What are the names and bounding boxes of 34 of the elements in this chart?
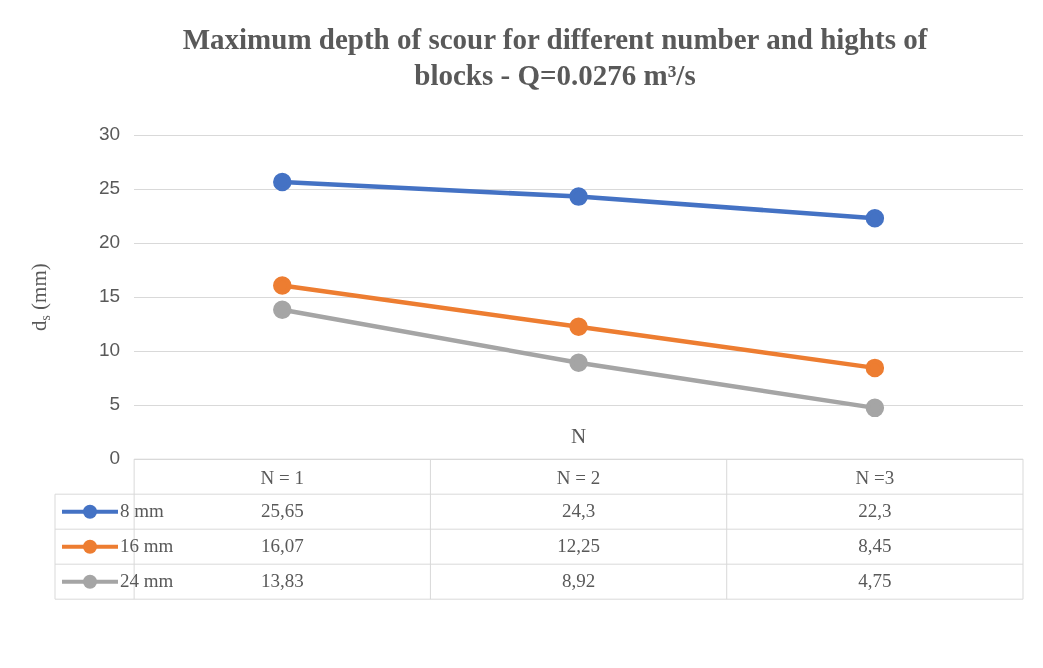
data-label: 8,92: [561, 569, 596, 591]
point: [569, 353, 588, 373]
data-label: 22,3: [858, 499, 892, 521]
legend-label: 8 mm: [120, 499, 165, 521]
y-tick-label: 5: [109, 393, 121, 415]
point: [569, 317, 588, 337]
chart-title: Maximum depth of scour for different number and hights of blocks - Q=0.0276 m³/s: [182, 23, 928, 92]
data-label: 13,83: [260, 569, 304, 591]
data-label: 16,07: [260, 534, 304, 556]
data-label: 25,65: [260, 499, 304, 521]
legend-label: 16 mm: [120, 534, 174, 556]
point: [865, 398, 885, 418]
point: [273, 300, 292, 319]
data-label: 24,3: [561, 499, 596, 521]
point: [569, 187, 588, 206]
x-axis-title: N: [570, 423, 587, 448]
y-axis-title: ds (mm): [26, 263, 53, 331]
point: [865, 358, 885, 378]
x-tick-label: N =3: [855, 466, 895, 488]
data-label: 12,25: [557, 534, 600, 556]
y-tick-label: 20: [98, 231, 121, 253]
y-tick-label: 25: [98, 177, 121, 199]
data-label: 8,45: [858, 534, 892, 556]
point: [865, 208, 885, 228]
y-tick-label: 15: [98, 285, 121, 307]
x-tick-label: N = 1: [260, 466, 304, 488]
y-tick-label: 0: [109, 447, 121, 469]
y-tick-label: 30: [98, 123, 121, 145]
point: [273, 172, 292, 192]
y-tick-label: 10: [98, 339, 121, 361]
legend-label: 24 mm: [120, 569, 174, 591]
data-label: 4,75: [858, 569, 892, 591]
point: [273, 276, 292, 295]
x-tick-label: N = 2: [556, 466, 601, 488]
